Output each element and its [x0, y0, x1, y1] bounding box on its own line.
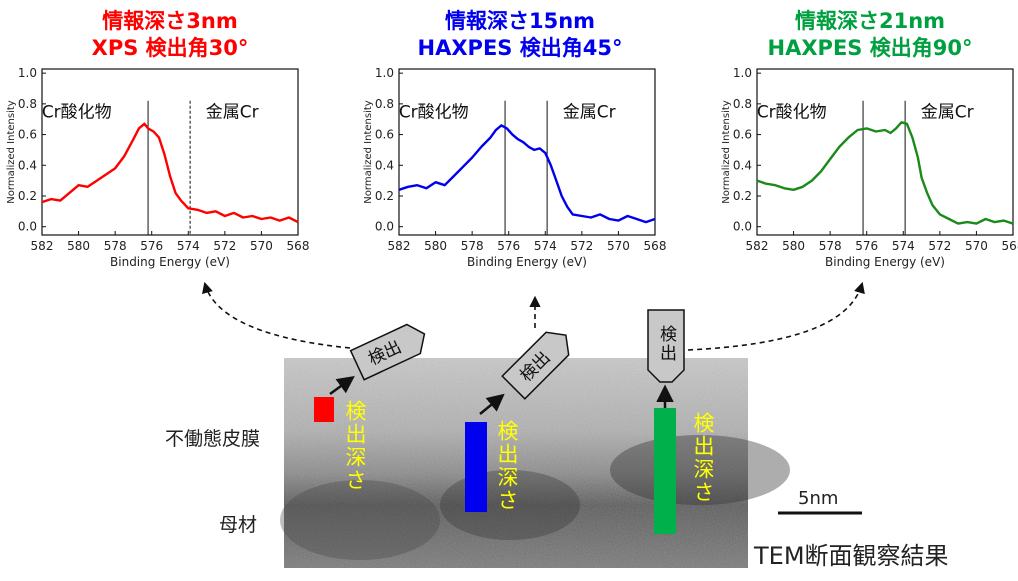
x-tick-label: 572 — [570, 239, 593, 253]
panel-1-title: 情報深さ3nm XPS 検出角30° — [20, 8, 320, 62]
x-tick-label: 568 — [287, 239, 310, 253]
spectrum-line — [41, 122, 299, 224]
depth-label-1: 検出深さ — [343, 400, 367, 492]
y-tick-label: 0.4 — [733, 158, 752, 172]
scale-bar-label: 5nm — [798, 488, 839, 509]
x-tick-label: 582 — [31, 239, 54, 253]
signal-arrow-3 — [687, 281, 865, 351]
annotation-oxide: Cr酸化物 — [42, 103, 112, 123]
annotation-metal: 金属Cr — [563, 103, 616, 123]
y-tick-label: 0.2 — [733, 189, 752, 203]
y-axis-label: Normalized Intensity — [6, 100, 17, 203]
x-tick-label: 574 — [177, 239, 200, 253]
plot-frame — [398, 68, 656, 236]
panel-3-depth-line: 情報深さ21nm — [794, 9, 946, 33]
depth-bar-3nm — [314, 397, 334, 422]
y-tick-label: 0.0 — [375, 220, 394, 234]
chart-2: 582 580 578 576 574 572 570 568 0.0 0.2 0.4 0.6 0.8 1… — [363, 66, 666, 269]
detector-2: 検出 — [501, 331, 570, 400]
x-tick-label: 582 — [746, 239, 769, 253]
tem-caption: TEM断面観察結果 — [754, 542, 949, 570]
x-axis-label: Binding Energy (eV) — [825, 255, 945, 269]
y-tick-label: 1.0 — [18, 66, 37, 80]
panel-3-method-line: HAXPES 検出角90° — [767, 36, 973, 60]
y-tick-label: 1.0 — [733, 66, 752, 80]
plot-frame — [41, 68, 299, 236]
x-tick-label: 568 — [644, 239, 667, 253]
y-tick-label: 0.8 — [733, 97, 752, 111]
x-tick-label: 570 — [607, 239, 630, 253]
plot-frame — [756, 68, 1014, 236]
x-tick-label: 572 — [928, 239, 951, 253]
panel-1-depth-line: 情報深さ3nm — [102, 9, 238, 33]
x-tick-label: 576 — [497, 239, 520, 253]
x-tick-label: 574 — [892, 239, 915, 253]
panel-2-method-line: HAXPES 検出角45° — [417, 36, 623, 60]
x-tick-label: 578 — [104, 239, 127, 253]
y-tick-label: 0.8 — [375, 97, 394, 111]
annotation-oxide: Cr酸化物 — [399, 103, 469, 123]
y-tick-label: 1.0 — [375, 66, 394, 80]
emission-arrow-1 — [329, 375, 355, 396]
x-tick-label: 568 — [1002, 239, 1018, 253]
x-tick-label: 580 — [424, 239, 447, 253]
x-tick-label: 574 — [534, 239, 557, 253]
x-tick-label: 570 — [250, 239, 273, 253]
signal-arrow-1 — [202, 281, 351, 349]
detector-3-label: 検出 — [656, 325, 677, 363]
x-tick-label: 578 — [819, 239, 842, 253]
depth-label-2: 検出深さ — [495, 420, 519, 512]
y-tick-label: 0.4 — [375, 158, 394, 172]
base-metal-label: 母材 — [219, 514, 258, 536]
panel-2-title: 情報深さ15nm HAXPES 検出角45° — [370, 8, 670, 62]
x-tick-label: 578 — [461, 239, 484, 253]
x-tick-label: 582 — [388, 239, 411, 253]
annotation-metal: 金属Cr — [206, 103, 259, 123]
x-tick-label: 576 — [855, 239, 878, 253]
depth-bar-15nm — [465, 422, 487, 512]
chart-3: 582 580 578 576 574 572 570 568 0.0 0.2 0.4 0.6 0.8 1… — [721, 66, 1018, 269]
y-tick-label: 0.6 — [375, 128, 394, 142]
y-tick-label: 0.0 — [733, 220, 752, 234]
y-tick-label: 0.8 — [18, 97, 37, 111]
y-tick-label: 0.6 — [733, 128, 752, 142]
detector-1: 検出 — [349, 323, 426, 381]
spectrum-line — [756, 121, 1014, 225]
y-tick-label: 0.4 — [18, 158, 37, 172]
y-axis-label: Normalized Intensity — [721, 100, 732, 203]
x-axis-label: Binding Energy (eV) — [467, 255, 587, 269]
y-axis-label: Normalized Intensity — [363, 100, 374, 203]
chart-1: 582 580 578 576 574 572 570 568 0.0 0.2 0.4 0.6 0.8 1… — [6, 66, 309, 269]
x-axis-label: Binding Energy (eV) — [110, 255, 230, 269]
y-tick-label: 0.6 — [18, 128, 37, 142]
panel-1-method-line: XPS 検出角30° — [91, 36, 249, 60]
detector-3: 検出 — [647, 309, 685, 383]
emission-arrow-2 — [479, 393, 505, 415]
y-tick-label: 0.0 — [18, 220, 37, 234]
spectrum-line — [398, 124, 656, 224]
passive-film-label: 不働態皮膜 — [165, 428, 261, 450]
depth-bar-21nm — [654, 408, 676, 534]
x-tick-label: 580 — [782, 239, 805, 253]
y-tick-label: 0.2 — [18, 189, 37, 203]
panel-3-title: 情報深さ21nm HAXPES 検出角90° — [720, 8, 1018, 62]
x-tick-label: 580 — [67, 239, 90, 253]
x-tick-label: 570 — [965, 239, 988, 253]
x-tick-label: 576 — [140, 239, 163, 253]
panel-2-depth-line: 情報深さ15nm — [444, 9, 596, 33]
depth-label-3: 検出深さ — [691, 412, 715, 504]
annotation-metal: 金属Cr — [921, 103, 974, 123]
y-tick-label: 0.2 — [375, 189, 394, 203]
x-tick-label: 572 — [213, 239, 236, 253]
annotation-oxide: Cr酸化物 — [757, 103, 827, 123]
